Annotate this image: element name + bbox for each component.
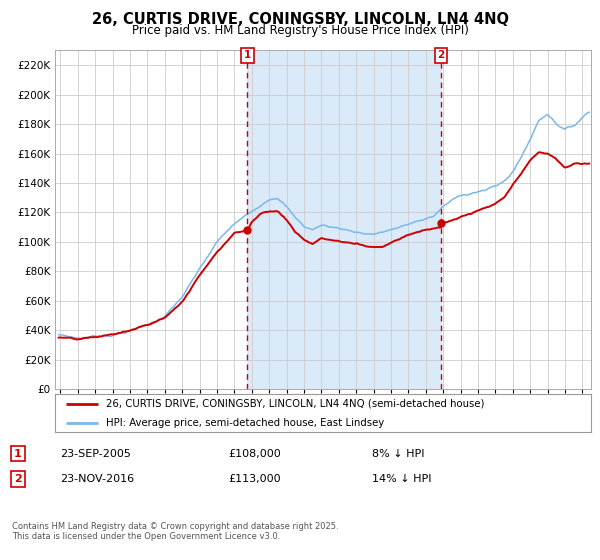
Text: 23-SEP-2005: 23-SEP-2005 [60,449,131,459]
Text: 14% ↓ HPI: 14% ↓ HPI [372,474,431,484]
Bar [247,50,441,389]
Text: 26, CURTIS DRIVE, CONINGSBY, LINCOLN, LN4 4NQ: 26, CURTIS DRIVE, CONINGSBY, LINCOLN, LN… [91,12,509,27]
Text: 2: 2 [437,50,445,60]
Text: 26, CURTIS DRIVE, CONINGSBY, LINCOLN, LN4 4NQ (semi-detached house): 26, CURTIS DRIVE, CONINGSBY, LINCOLN, LN… [106,399,485,409]
Text: £108,000: £108,000 [228,449,281,459]
Text: 2: 2 [14,474,22,484]
Text: This data is licensed under the Open Government Licence v3.0.: This data is licensed under the Open Gov… [12,532,280,541]
Text: Price paid vs. HM Land Registry's House Price Index (HPI): Price paid vs. HM Land Registry's House … [131,24,469,37]
Text: HPI: Average price, semi-detached house, East Lindsey: HPI: Average price, semi-detached house,… [106,418,385,428]
Text: 23-NOV-2016: 23-NOV-2016 [60,474,134,484]
Text: 1: 1 [14,449,22,459]
Text: 1: 1 [244,50,251,60]
Text: 8% ↓ HPI: 8% ↓ HPI [372,449,425,459]
Text: £113,000: £113,000 [228,474,281,484]
Text: Contains HM Land Registry data © Crown copyright and database right 2025.: Contains HM Land Registry data © Crown c… [12,522,338,531]
